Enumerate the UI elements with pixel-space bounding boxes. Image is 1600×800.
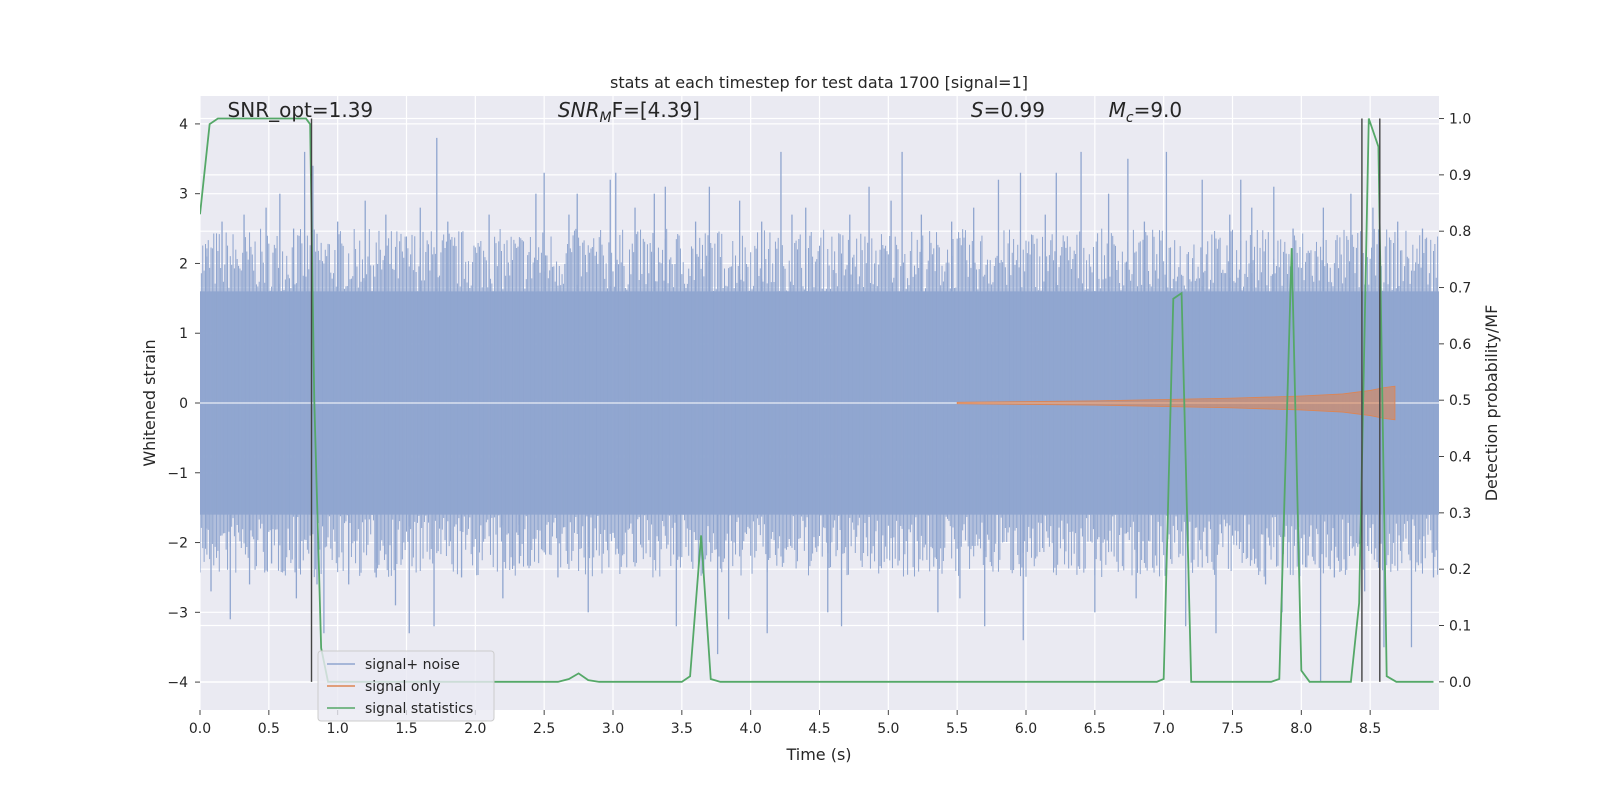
y-left-tick-label-3: −1 — [167, 466, 188, 482]
annotation-3: Mc=9.0 — [1109, 98, 1183, 126]
annotation-1: SNRMF=[4.39] — [558, 98, 700, 126]
y-axis-label-right: Detection probability/MF — [1482, 305, 1501, 502]
y-left-tick-label-8: 4 — [179, 117, 188, 133]
x-tick-label-17: 8.5 — [1359, 721, 1381, 737]
y-left-tick-label-1: −3 — [167, 605, 188, 621]
y-left-tick-label-4: 0 — [179, 396, 188, 412]
legend-label-signal-noise: signal+ noise — [365, 657, 460, 673]
annotation-2: S=0.99 — [971, 98, 1045, 122]
y-right-tick-label-6: 0.6 — [1449, 337, 1471, 353]
y-ticks-right: 0.0 0.1 0.2 0.3 0.4 0.5 0.6 0.7 0.8 0.9 1.0 — [1439, 112, 1471, 691]
annotation-1-main: SNR — [558, 98, 600, 122]
x-tick-label-14: 7.0 — [1153, 721, 1175, 737]
x-tick-label-12: 6.0 — [1015, 721, 1037, 737]
y-right-tick-label-2: 0.2 — [1449, 562, 1471, 578]
vertical-lines — [310, 118, 1381, 682]
annotations: SNR_opt=1.39 SNRMF=[4.39] S=0.99 Mc=9.0 — [228, 98, 1183, 126]
x-tick-label-3: 1.5 — [395, 721, 417, 737]
signal-only-series — [956, 385, 1396, 421]
x-tick-label-4: 2.0 — [464, 721, 486, 737]
y-left-tick-label-2: −2 — [167, 536, 188, 552]
series-layer — [200, 117, 1439, 683]
x-tick-label-13: 6.5 — [1084, 721, 1106, 737]
x-tick-label-10: 5.0 — [877, 721, 899, 737]
y-right-tick-label-10: 1.0 — [1449, 112, 1471, 128]
x-tick-label-5: 2.5 — [533, 721, 555, 737]
x-tick-label-7: 3.5 — [671, 721, 693, 737]
x-tick-label-11: 5.5 — [946, 721, 968, 737]
x-tick-label-2: 1.0 — [327, 721, 349, 737]
annotation-3-sub: c — [1126, 110, 1134, 126]
x-tick-label-0: 0.0 — [189, 721, 211, 737]
annotation-2-rest: =0.99 — [984, 98, 1045, 122]
annotation-1-rest: F=[4.39] — [612, 98, 700, 122]
x-tick-label-6: 3.0 — [602, 721, 624, 737]
x-axis-label: Time (s) — [785, 745, 851, 764]
y-axis-label-left: Whitened strain — [140, 339, 159, 466]
x-tick-label-16: 8.0 — [1290, 721, 1312, 737]
legend: signal+ noise signal only signal statist… — [317, 650, 495, 722]
signal-noise-texture — [200, 228, 1439, 578]
y-right-tick-label-5: 0.5 — [1449, 393, 1471, 409]
signal-statistics-series — [200, 117, 1434, 683]
chart-title: stats at each timestep for test data 170… — [610, 73, 1028, 92]
annotation-1-sub: M — [599, 110, 611, 126]
y-right-tick-label-1: 0.1 — [1449, 619, 1471, 635]
legend-label-signal-statistics: signal statistics — [365, 701, 473, 717]
x-tick-label-8: 4.0 — [740, 721, 762, 737]
x-tick-label-1: 0.5 — [258, 721, 280, 737]
y-right-tick-label-7: 0.7 — [1449, 281, 1471, 297]
x-ticks: 0.0 0.5 1.0 1.5 2.0 2.5 3.0 3.5 4.0 4.5 5.0 5.5 6.0 6… — [189, 710, 1381, 737]
legend-label-signal-only: signal only — [365, 679, 440, 695]
y-left-tick-label-0: −4 — [167, 675, 188, 691]
y-right-tick-label-4: 0.4 — [1449, 450, 1471, 466]
y-right-tick-label-8: 0.8 — [1449, 224, 1471, 240]
x-tick-label-9: 4.5 — [808, 721, 830, 737]
y-right-tick-label-9: 0.9 — [1449, 168, 1471, 184]
y-right-tick-label-0: 0.0 — [1449, 675, 1471, 691]
annotation-3-main: M — [1109, 98, 1126, 122]
y-left-tick-label-5: 1 — [179, 326, 188, 342]
annotation-0: SNR_opt=1.39 — [228, 98, 374, 122]
legend-box — [317, 650, 495, 722]
x-tick-label-15: 7.5 — [1221, 721, 1243, 737]
y-left-tick-label-6: 2 — [179, 256, 188, 272]
annotation-2-main: S — [971, 98, 984, 122]
y-right-tick-label-3: 0.3 — [1449, 506, 1471, 522]
y-ticks-left: −4 −3 −2 −1 0 1 2 3 4 — [167, 117, 200, 691]
y-left-tick-label-7: 3 — [179, 187, 188, 203]
annotation-3-rest: =9.0 — [1134, 98, 1183, 122]
